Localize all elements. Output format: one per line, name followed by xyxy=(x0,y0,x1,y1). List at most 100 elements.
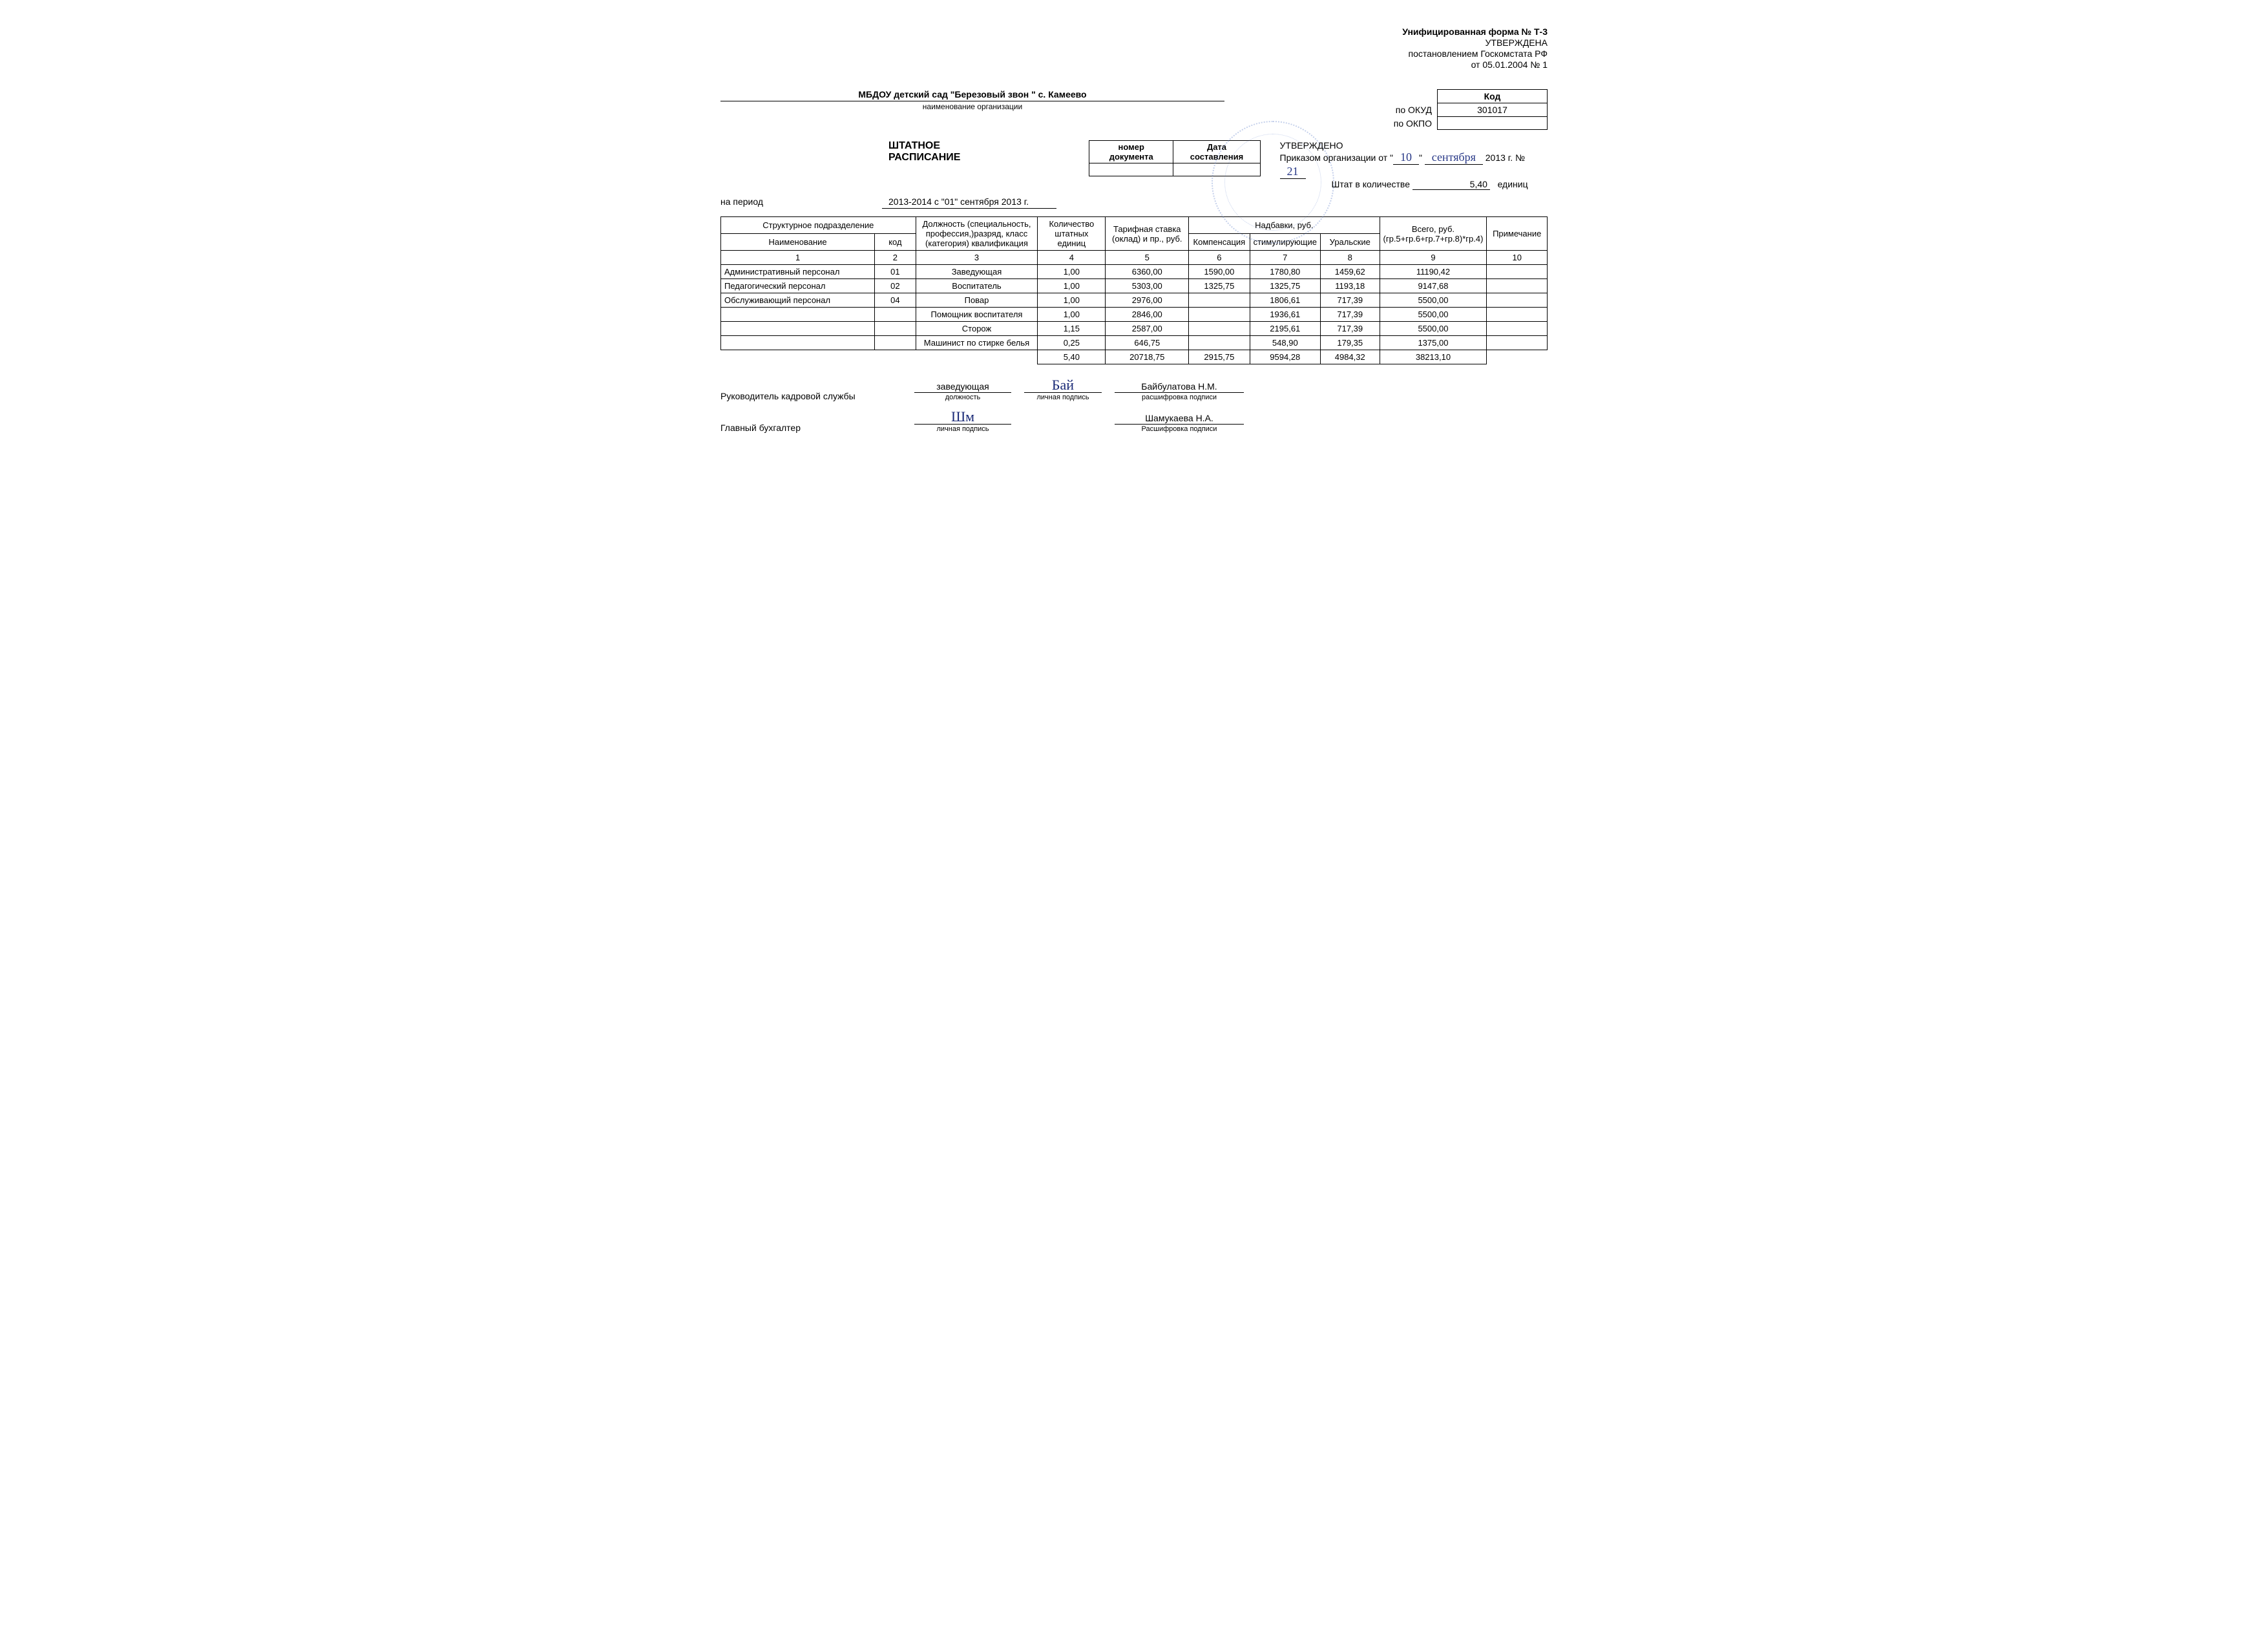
cell-note xyxy=(1487,308,1548,322)
cell-code: 04 xyxy=(875,293,916,308)
table-row: Педагогический персонал02Воспитатель1,00… xyxy=(721,279,1548,293)
total-stim: 9594,28 xyxy=(1250,350,1320,364)
approval-staff-suffix: единиц xyxy=(1498,179,1528,189)
cell-rate: 2846,00 xyxy=(1106,308,1189,322)
form-date: от 05.01.2004 № 1 xyxy=(720,59,1548,70)
meta-docnum-header: номер документа xyxy=(1089,141,1173,163)
colnum-row: 1 2 3 4 5 6 7 8 9 10 xyxy=(721,251,1548,265)
cell-ural: 179,35 xyxy=(1320,336,1380,350)
approval-order-month: сентября xyxy=(1425,151,1483,165)
colnum: 3 xyxy=(916,251,1038,265)
organization-caption: наименование организации xyxy=(720,102,1224,111)
th-struct: Структурное подразделение xyxy=(721,217,916,234)
meta-docnum-value xyxy=(1089,163,1173,176)
cell-comp: 1325,75 xyxy=(1189,279,1250,293)
cell-code: 01 xyxy=(875,265,916,279)
cell-code xyxy=(875,336,916,350)
form-header: Унифицированная форма № Т-3 УТВЕРЖДЕНА п… xyxy=(720,26,1548,70)
th-rate: Тарифная ставка (оклад) и пр., руб. xyxy=(1106,217,1189,251)
hr-sig-caption: личная подпись xyxy=(1024,394,1102,401)
totals-row: 5,4020718,752915,759594,284984,3238213,1… xyxy=(721,350,1548,364)
cell-name xyxy=(721,308,875,322)
cell-stim: 548,90 xyxy=(1250,336,1320,350)
cell-comp xyxy=(1189,322,1250,336)
staffing-table: Структурное подразделение Должность (спе… xyxy=(720,216,1548,364)
signatures: Руководитель кадровой службы заведующая … xyxy=(720,379,1548,433)
total-qty: 5,40 xyxy=(1038,350,1106,364)
colnum: 7 xyxy=(1250,251,1320,265)
acc-sig-row: Главный бухгалтер Шм личная подпись Шаму… xyxy=(720,410,1548,433)
form-approved: УТВЕРЖДЕНА xyxy=(720,37,1548,48)
colnum: 4 xyxy=(1038,251,1106,265)
acc-name-caption: Расшифровка подписи xyxy=(1115,425,1244,433)
cell-code: 02 xyxy=(875,279,916,293)
colnum: 5 xyxy=(1106,251,1189,265)
th-stim: стимулирующие xyxy=(1250,234,1320,251)
codes-table: Код по ОКУД 301017 по ОКПО xyxy=(1381,89,1548,130)
hr-position-caption: должность xyxy=(914,394,1011,401)
cell-total: 1375,00 xyxy=(1380,336,1487,350)
cell-name: Педагогический персонал xyxy=(721,279,875,293)
approval-approved: УТВЕРЖДЕНО xyxy=(1280,140,1548,151)
okpo-label: по ОКПО xyxy=(1381,117,1438,130)
th-ural: Уральские xyxy=(1320,234,1380,251)
codes-header: Код xyxy=(1438,90,1548,103)
cell-comp xyxy=(1189,336,1250,350)
total-ural: 4984,32 xyxy=(1320,350,1380,364)
approval-staff-line: Штат в количестве 5,40 единиц xyxy=(1280,179,1548,190)
period-value: 2013-2014 с "01" сентября 2013 г. xyxy=(882,196,1056,209)
th-qty: Количество штатных единиц xyxy=(1038,217,1106,251)
cell-qty: 0,25 xyxy=(1038,336,1106,350)
hr-name: Байбулатова Н.М. xyxy=(1115,381,1244,393)
colnum: 9 xyxy=(1380,251,1487,265)
approval-order-line: Приказом организации от "10" сентября 20… xyxy=(1280,151,1548,179)
meta-date-value xyxy=(1173,163,1260,176)
cell-stim: 1806,61 xyxy=(1250,293,1320,308)
meta-date-header: Дата составления xyxy=(1173,141,1260,163)
total-comp: 2915,75 xyxy=(1189,350,1250,364)
cell-name xyxy=(721,322,875,336)
cell-stim: 1780,80 xyxy=(1250,265,1320,279)
cell-note xyxy=(1487,265,1548,279)
approval-block: УТВЕРЖДЕНО Приказом организации от "10" … xyxy=(1280,140,1548,190)
cell-rate: 2976,00 xyxy=(1106,293,1189,308)
cell-comp: 1590,00 xyxy=(1189,265,1250,279)
colnum: 1 xyxy=(721,251,875,265)
cell-stim: 1936,61 xyxy=(1250,308,1320,322)
table-row: Помощник воспитателя1,002846,001936,6171… xyxy=(721,308,1548,322)
cell-total: 5500,00 xyxy=(1380,308,1487,322)
colnum: 10 xyxy=(1487,251,1548,265)
cell-stim: 2195,61 xyxy=(1250,322,1320,336)
cell-rate: 646,75 xyxy=(1106,336,1189,350)
hr-sig-row: Руководитель кадровой службы заведующая … xyxy=(720,379,1548,401)
organization-name: МБДОУ детский сад "Березовый звон " с. К… xyxy=(720,89,1224,101)
document-page: Унифицированная форма № Т-3 УТВЕРЖДЕНА п… xyxy=(720,26,1548,433)
acc-sig-caption: личная подпись xyxy=(914,425,1011,433)
th-comp: Компенсация xyxy=(1189,234,1250,251)
total-rate: 20718,75 xyxy=(1106,350,1189,364)
cell-comp xyxy=(1189,293,1250,308)
cell-ural: 717,39 xyxy=(1320,322,1380,336)
cell-pos: Повар xyxy=(916,293,1038,308)
colnum: 6 xyxy=(1189,251,1250,265)
th-code: код xyxy=(875,234,916,251)
cell-note xyxy=(1487,336,1548,350)
cell-stim: 1325,75 xyxy=(1250,279,1320,293)
cell-code xyxy=(875,322,916,336)
okpo-value xyxy=(1438,117,1548,130)
hr-position: заведующая xyxy=(914,381,1011,393)
cell-qty: 1,15 xyxy=(1038,322,1106,336)
table-row: Административный персонал01Заведующая1,0… xyxy=(721,265,1548,279)
cell-ural: 1459,62 xyxy=(1320,265,1380,279)
hr-name-caption: расшифровка подписи xyxy=(1115,394,1244,401)
table-row: Машинист по стирке белья0,25646,75 548,90… xyxy=(721,336,1548,350)
cell-comp xyxy=(1189,308,1250,322)
cell-pos: Машинист по стирке белья xyxy=(916,336,1038,350)
approval-order-prefix: Приказом организации от " xyxy=(1280,152,1394,163)
acc-name: Шамукаева Н.А. xyxy=(1115,413,1244,425)
approval-order-mid: " xyxy=(1419,152,1425,163)
okud-value: 301017 xyxy=(1438,103,1548,117)
th-note: Примечание xyxy=(1487,217,1548,251)
period-row: на период 2013-2014 с "01" сентября 2013… xyxy=(720,196,1548,209)
form-decree: постановлением Госкомстата РФ xyxy=(720,48,1548,59)
